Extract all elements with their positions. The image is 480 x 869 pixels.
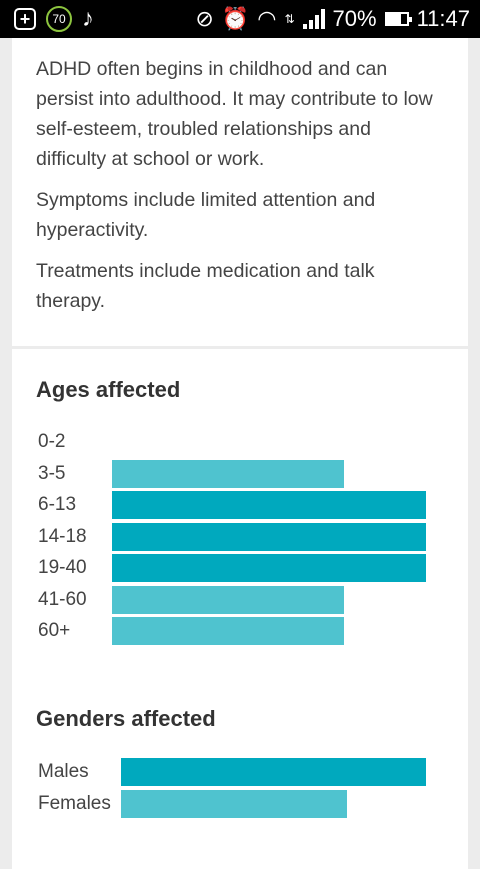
age-group-bar — [112, 585, 344, 614]
age-group-bar — [112, 459, 344, 488]
age-group-label: 41-60 — [38, 588, 87, 610]
age-group-label: 60+ — [38, 620, 71, 641]
age-group-label: 19-40 — [38, 557, 87, 578]
add-notification-icon: + — [14, 8, 36, 30]
age-group-bar — [112, 522, 426, 551]
about-paragraph-overview: ADHD often begins in childhood and can p… — [36, 58, 433, 170]
gender-label: Females — [38, 793, 111, 814]
notification-count: 70 — [52, 12, 66, 26]
age-group-label: 0-2 — [38, 431, 66, 452]
about-paragraph-treatments: Treatments include medication and talk t… — [36, 260, 375, 312]
clock: 11:47 — [416, 6, 470, 31]
age-group-label: 14-18 — [38, 525, 87, 547]
wifi-icon: ◠ — [257, 6, 277, 31]
music-note-icon: ♪ — [82, 5, 94, 32]
signal-strength-icon — [302, 9, 325, 29]
mute-icon: ⊘ — [195, 6, 214, 31]
age-group-bar — [112, 554, 426, 582]
about-card: ADHD often begins in childhood and can p… — [12, 38, 468, 346]
age-group-bar — [112, 491, 426, 519]
alarm-icon: ⏰ — [221, 6, 250, 31]
notification-count-icon: 70 — [46, 6, 72, 32]
age-group-bar — [112, 617, 344, 645]
age-group-label: 3-5 — [38, 462, 66, 484]
stats-card: Ages affected 0-2 3-5 6-13 14-18 19-40 41-60 6… — [12, 349, 468, 869]
about-paragraph-symptoms: Symptoms include limited attention and h… — [36, 189, 376, 241]
gender-label: Males — [38, 761, 89, 782]
age-group-label: 6-13 — [38, 494, 77, 515]
gender-bar — [121, 790, 347, 818]
battery-percentage: 70% — [332, 6, 377, 31]
genders-affected-heading: Genders affected — [36, 706, 216, 731]
data-transfer-icon: ⇅ — [284, 12, 295, 26]
ages-affected-heading: Ages affected — [36, 377, 181, 402]
gender-bar — [121, 758, 426, 786]
status-bar: + 70 ♪ ⊘ ⏰ ◠ ⇅ 70% 11:47 — [0, 0, 480, 38]
battery-icon — [384, 12, 412, 26]
